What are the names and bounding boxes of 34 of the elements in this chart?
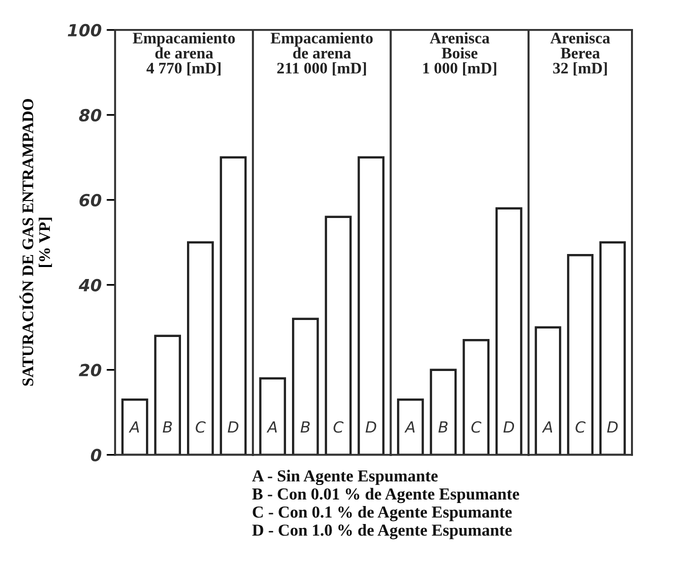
x-tick-label: B <box>438 421 448 433</box>
text: Arenisca Berea 32 [mD] <box>550 32 610 76</box>
x-tick-label: A <box>128 421 139 433</box>
x-tick-label: C <box>196 421 206 433</box>
y-tick-label: 20 <box>78 364 102 376</box>
text: C - Con 0.1 % de Agente Espumante <box>252 506 512 522</box>
x-tick-label: A <box>404 421 415 433</box>
x-tick-label: D <box>366 421 376 433</box>
x-tick-label: C <box>334 421 344 433</box>
x-tick-label: B <box>300 421 310 433</box>
bar <box>187 241 214 455</box>
text: D - Con 1.0 % de Agente Espumante <box>252 524 512 540</box>
x-tick-label: B <box>162 421 172 433</box>
text: Arenisca Boise 1 000 [mD] <box>423 32 496 76</box>
y-tick-label: 40 <box>78 278 102 292</box>
text: B - Con 0.01 % de Agente Espumante <box>252 488 520 504</box>
bar <box>220 156 247 455</box>
x-tick-label: D <box>503 421 514 433</box>
x-tick-label: A <box>542 421 552 433</box>
text: Empacamiento de arena 4 770 [mD] <box>132 32 235 76</box>
text: A - Sin Agente Espumante <box>252 470 438 486</box>
x-tick-label: C <box>576 421 586 433</box>
y-axis-title: SATURACIÓN DE GAS ENTRAMPADO [% VP] <box>19 99 52 386</box>
y-tick-label: 60 <box>80 194 102 206</box>
text: Empacamiento de arena 211 000 [mD] <box>270 32 373 76</box>
y-tick-label: 80 <box>79 108 102 122</box>
bar <box>121 398 148 455</box>
bar <box>154 334 182 455</box>
x-tick-label: D <box>228 421 238 433</box>
y-tick-label: 100 <box>68 24 102 37</box>
y-tick-label: 0 <box>90 448 102 462</box>
x-tick-label: C <box>471 421 482 433</box>
x-tick-label: D <box>607 421 618 433</box>
x-tick-label: A <box>266 421 277 433</box>
